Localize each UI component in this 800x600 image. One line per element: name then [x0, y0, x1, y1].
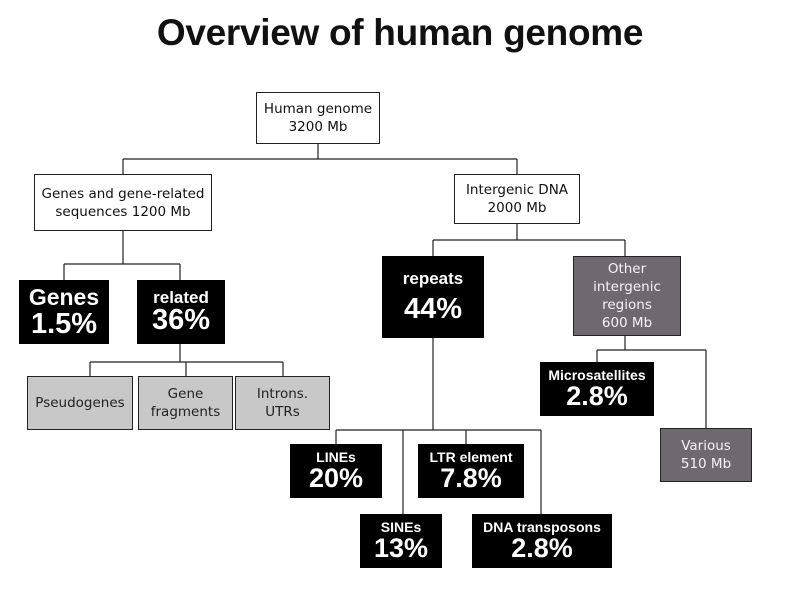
- node-label: LTR element: [429, 449, 513, 466]
- node-label: Various: [681, 438, 731, 454]
- node-label: Other: [607, 261, 647, 277]
- node-various: Various 510 Mb: [660, 428, 752, 482]
- edge-genes-related: [63, 231, 181, 280]
- node-intergenic-dna: Intergenic DNA 2000 Mb: [454, 174, 580, 224]
- page-title: Overview of human genome: [156, 12, 644, 53]
- node-label: Pseudogenes: [35, 395, 125, 411]
- node-label: UTRs: [265, 404, 300, 420]
- node-percent: 2.8%: [511, 532, 573, 563]
- node-label: fragments: [150, 404, 221, 420]
- node-label: Human genome: [263, 101, 373, 117]
- node-ltr-element: LTR element 7.8%: [418, 444, 524, 498]
- node-label: repeats: [402, 268, 464, 288]
- edge-root: [122, 144, 518, 174]
- node-label: LINEs: [316, 449, 356, 466]
- node-genes-and-gene-related: Genes and gene-related sequences 1200 Mb: [34, 174, 212, 231]
- node-percent: 7.8%: [440, 462, 502, 493]
- node-label: Introns.: [256, 386, 309, 402]
- node-sines: SINEs 13%: [360, 514, 442, 568]
- node-microsatellites: Microsatellites 2.8%: [540, 362, 654, 416]
- node-lines: LINEs 20%: [290, 444, 382, 498]
- node-label: Genes: [28, 284, 100, 311]
- node-human-genome: Human genome 3200 Mb: [256, 92, 380, 144]
- node-pseudogenes: Pseudogenes: [27, 376, 133, 430]
- edge-other: [596, 336, 707, 428]
- node-label: SINEs: [380, 519, 422, 536]
- node-percent: 2.8%: [566, 380, 628, 411]
- node-size: sequences 1200 Mb: [55, 203, 191, 220]
- node-size: 600 Mb: [601, 315, 653, 331]
- node-percent: 36%: [151, 304, 211, 337]
- node-percent: 44%: [403, 293, 463, 326]
- node-genes: Genes 1.5%: [19, 280, 109, 344]
- node-label: intergenic: [593, 279, 661, 295]
- node-related: related 36%: [137, 280, 225, 344]
- edge-repeats: [335, 338, 542, 514]
- edge-intergenic: [432, 224, 626, 256]
- node-size: 2000 Mb: [487, 200, 547, 216]
- node-label: DNA transposons: [483, 519, 601, 536]
- node-percent: 20%: [308, 462, 364, 493]
- node-gene-fragments: Gene fragments: [138, 376, 233, 430]
- node-label: related: [153, 287, 209, 307]
- node-label: Genes and gene-related: [41, 185, 205, 202]
- node-percent: 1.5%: [30, 307, 98, 340]
- node-label: Gene: [167, 386, 204, 402]
- node-label: Microsatellites: [548, 367, 646, 384]
- node-other-intergenic-regions: Other intergenic regions 600 Mb: [573, 256, 681, 336]
- node-size: 3200 Mb: [288, 119, 348, 135]
- node-dna-transposons: DNA transposons 2.8%: [472, 514, 612, 568]
- node-repeats: repeats 44%: [382, 256, 484, 338]
- node-label: regions: [602, 297, 652, 313]
- node-introns-utrs: Introns. UTRs: [235, 376, 330, 430]
- node-percent: 13%: [373, 532, 429, 563]
- node-label: Intergenic DNA: [465, 182, 569, 198]
- node-size: 510 Mb: [680, 456, 732, 472]
- edge-related-children: [89, 344, 284, 376]
